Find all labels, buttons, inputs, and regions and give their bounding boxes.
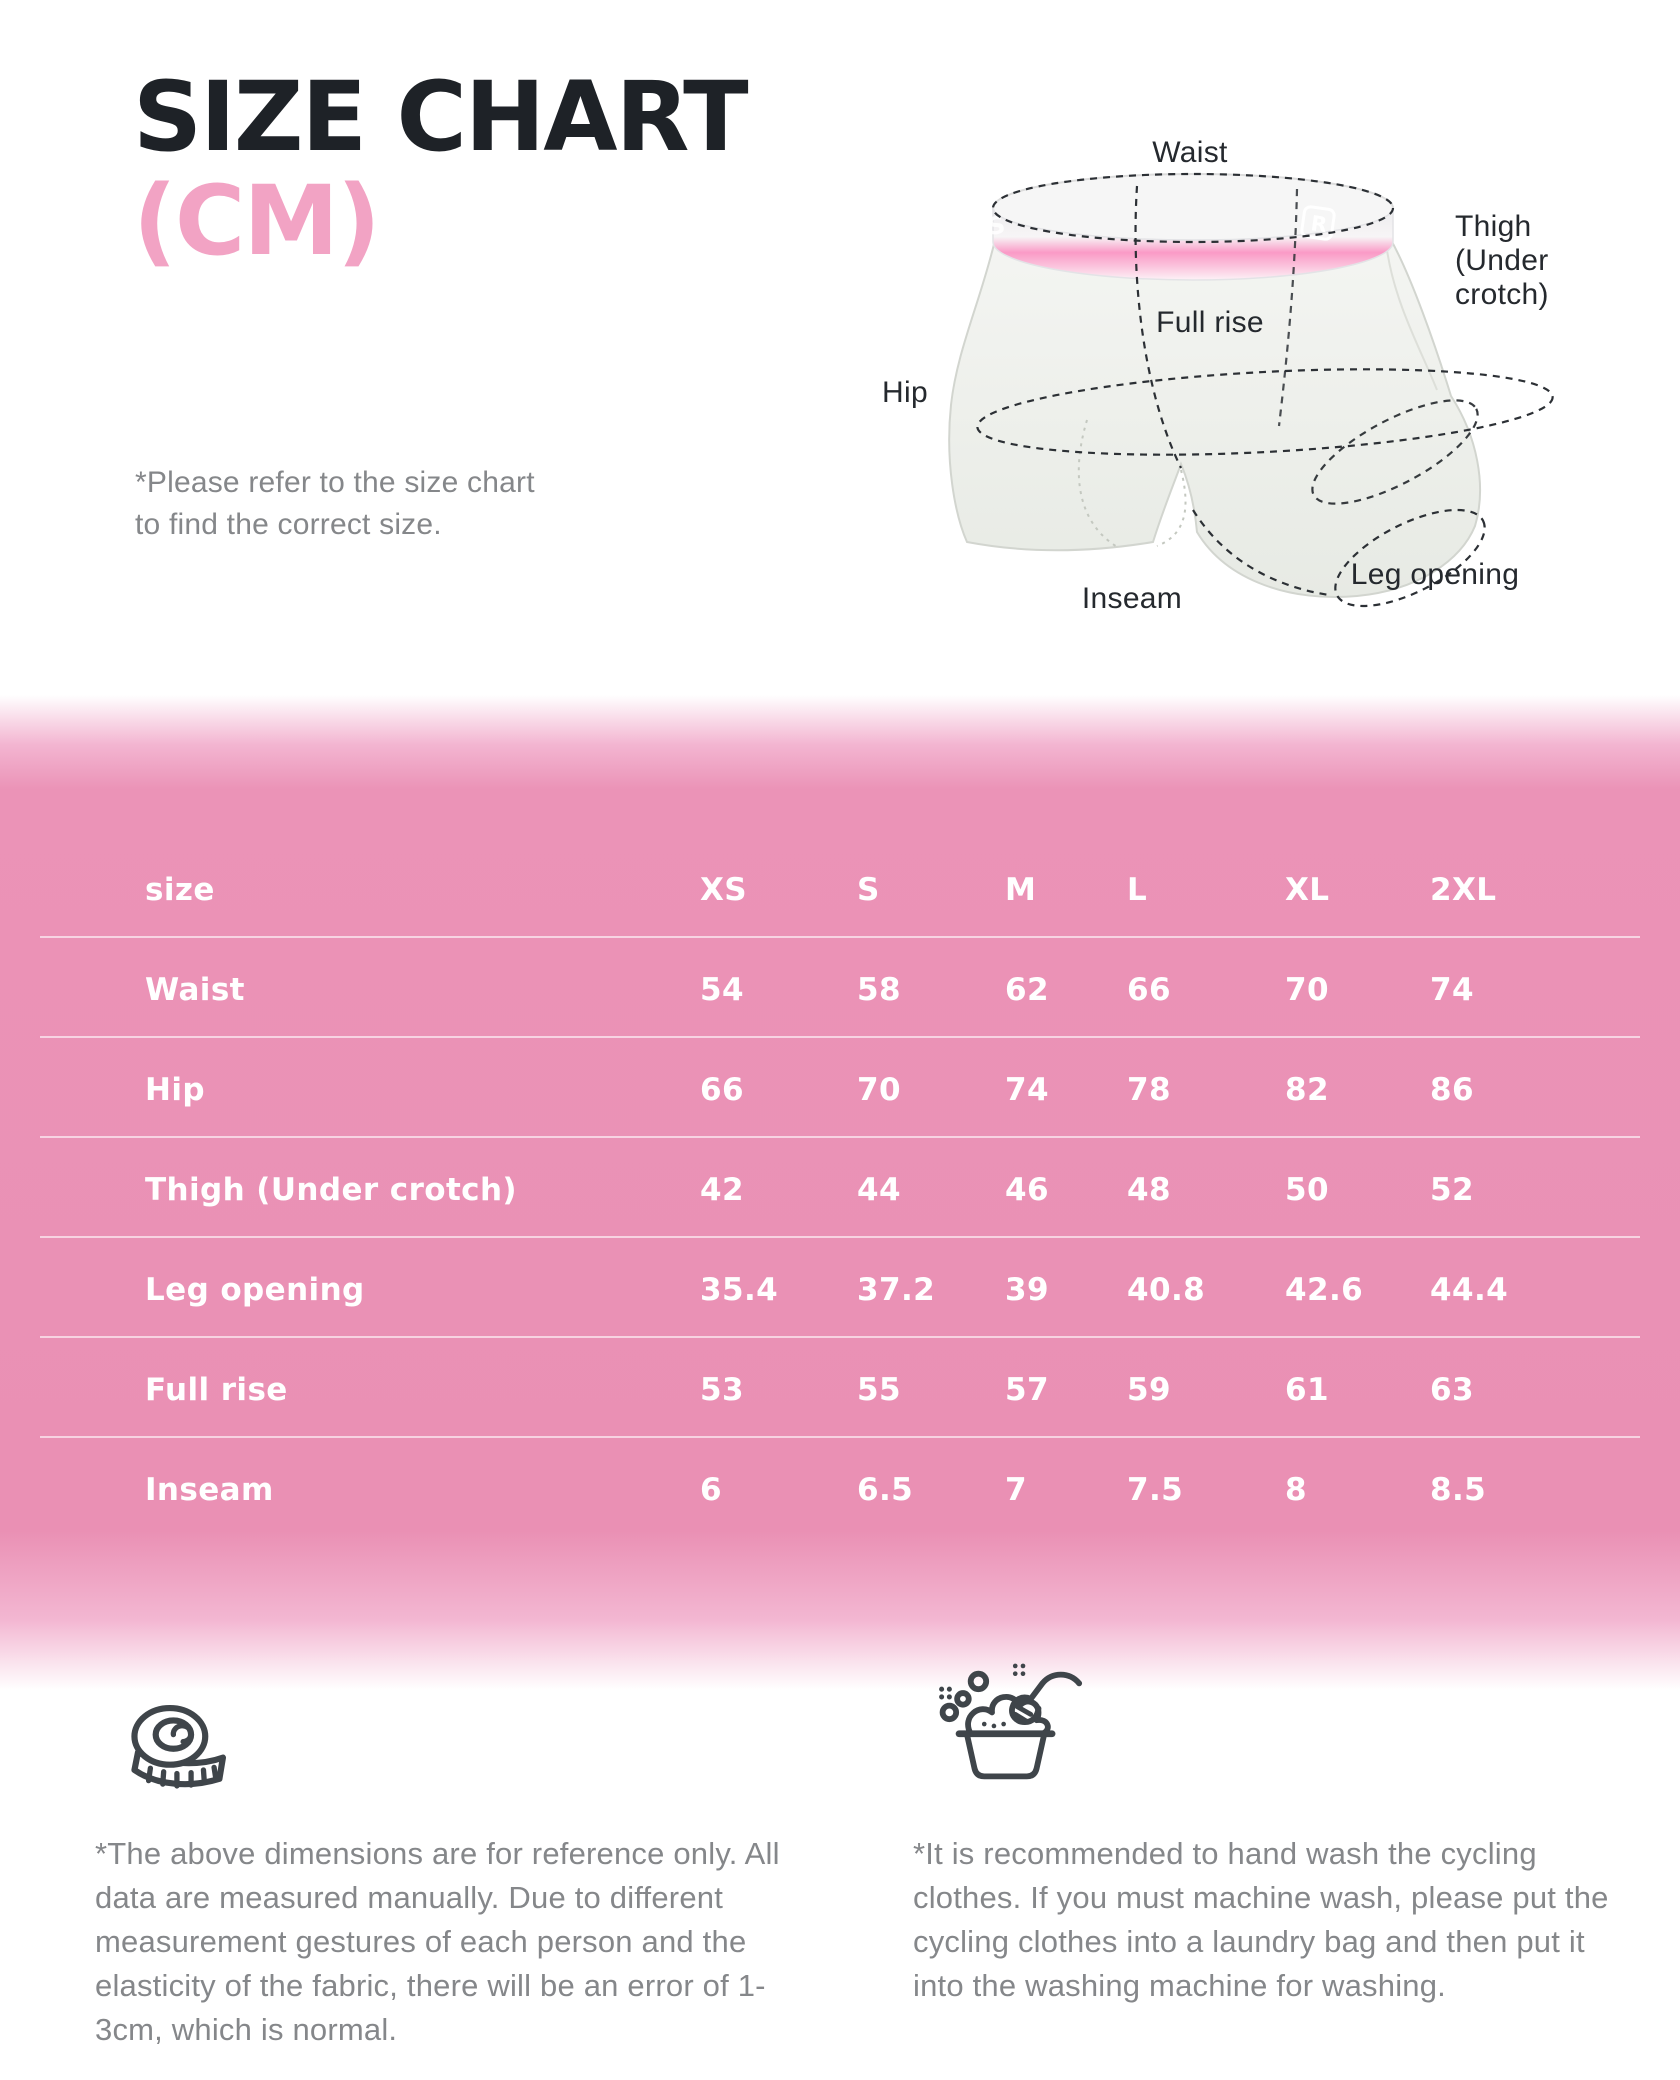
table-cell: 50	[1285, 1172, 1329, 1208]
table-cell: 42	[700, 1172, 744, 1208]
row-divider	[40, 1136, 1640, 1138]
washing-note: *It is recommended to hand wash the cycl…	[913, 1836, 1609, 2004]
table-cell: 59	[1127, 1372, 1171, 1408]
table-cell: 70	[1285, 972, 1329, 1008]
inseam-measure-line	[1192, 509, 1330, 597]
table-cell: 62	[1005, 972, 1049, 1008]
table-cell: 7.5	[1127, 1472, 1184, 1508]
right-leg-seam	[1386, 249, 1438, 391]
waistband-logo: R	[1300, 205, 1336, 241]
header-cell-l: L	[1127, 872, 1148, 908]
table-cell: 40.8	[1127, 1272, 1206, 1308]
full-rise-measure-line-left	[1134, 185, 1182, 469]
waistband	[992, 207, 1394, 281]
table-row-waist: Waist 54 58 62 66 70 74	[145, 940, 1535, 1040]
table-cell: 53	[700, 1372, 744, 1408]
hip-measure-line	[976, 368, 1554, 456]
table-cell: 42.6	[1285, 1272, 1364, 1308]
diagram-label-leg-opening: Leg opening	[1350, 558, 1520, 591]
table-cell: 35.4	[700, 1272, 779, 1308]
diagram-label-hip: Hip	[882, 376, 928, 409]
table-cell: 66	[1127, 972, 1171, 1008]
table-cell: 48	[1127, 1172, 1171, 1208]
table-cell: 82	[1285, 1072, 1329, 1108]
table-row-thigh: Thigh (Under crotch) 42 44 46 48 50 52	[145, 1140, 1535, 1240]
table-cell: 70	[857, 1072, 901, 1108]
table-cell: 86	[1430, 1072, 1474, 1108]
size-table: size XS S M L XL 2XL Waist 54 58 62 66 7…	[145, 840, 1535, 1540]
table-row-leg-opening: Leg opening 35.4 37.2 39 40.8 42.6 44.4	[145, 1240, 1535, 1340]
table-row-hip: Hip 66 70 74 78 82 86	[145, 1040, 1535, 1140]
header-cell-2xl: 2XL	[1430, 872, 1497, 908]
table-cell: 74	[1005, 1072, 1049, 1108]
table-cell: 44	[857, 1172, 901, 1208]
shorts-body	[948, 237, 1481, 598]
table-cell: 63	[1430, 1372, 1474, 1408]
tape-measure-icon	[131, 1704, 227, 1789]
row-label: Leg opening	[145, 1272, 365, 1308]
hand-wash-icon	[939, 1663, 1083, 1780]
row-divider	[40, 1336, 1640, 1338]
table-header-row: size XS S M L XL 2XL	[145, 840, 1535, 940]
header-cell-xs: XS	[700, 872, 748, 908]
table-cell: 52	[1430, 1172, 1474, 1208]
row-divider	[40, 1436, 1640, 1438]
table-cell: 46	[1005, 1172, 1049, 1208]
table-cell: 55	[857, 1372, 901, 1408]
page-title-line1: SIZE CHART	[133, 61, 749, 173]
table-cell: 58	[857, 972, 901, 1008]
full-rise-measure-line-right	[1277, 188, 1299, 427]
header-cell-s: S	[857, 872, 880, 908]
row-label: Inseam	[145, 1472, 274, 1508]
table-cell: 39	[1005, 1272, 1049, 1308]
pad-seam-right	[1156, 469, 1187, 547]
table-cell: 7	[1005, 1472, 1027, 1508]
table-cell: 6	[700, 1472, 722, 1508]
page-title: SIZE CHART (CM)	[133, 61, 749, 277]
row-label: Full rise	[145, 1372, 288, 1408]
thigh-measure-line	[1311, 399, 1479, 505]
waist-measure-line	[991, 172, 1395, 244]
table-cell: 54	[700, 972, 744, 1008]
table-cell: 8	[1285, 1472, 1307, 1508]
diagram-label-waist: Waist	[1152, 136, 1228, 169]
header-cell-xl: XL	[1285, 872, 1330, 908]
table-cell: 44.4	[1430, 1272, 1509, 1308]
row-label: Hip	[145, 1072, 205, 1108]
diagram-label-thigh: Thigh (Under crotch)	[1455, 210, 1549, 312]
size-note: *Please refer to the size chart to find …	[135, 466, 535, 541]
row-divider	[40, 936, 1640, 938]
table-row-inseam: Inseam 6 6.5 7 7.5 8 8.5	[145, 1440, 1535, 1540]
table-cell: 37.2	[857, 1272, 936, 1308]
table-cell: 57	[1005, 1372, 1049, 1408]
table-cell: 74	[1430, 972, 1474, 1008]
page-title-unit: (CM)	[133, 164, 381, 277]
table-cell: 6.5	[857, 1472, 914, 1508]
pad-seam-left	[1077, 419, 1120, 549]
pink-band	[0, 695, 1680, 1690]
measurement-note: *The above dimensions are for reference …	[95, 1836, 780, 2048]
table-row-full-rise: Full rise 53 55 57 59 61 63	[145, 1340, 1535, 1440]
waistband-logo-letter: R	[1309, 211, 1328, 237]
table-cell: 78	[1127, 1072, 1171, 1108]
leg-opening-measure-line	[1334, 508, 1486, 608]
row-divider	[40, 1036, 1640, 1038]
diagram-label-full-rise: Full rise	[1156, 306, 1264, 339]
row-label: Waist	[145, 972, 245, 1008]
row-label: Thigh (Under crotch)	[145, 1172, 517, 1208]
diagram-label-inseam: Inseam	[1081, 582, 1183, 615]
table-cell: 66	[700, 1072, 744, 1108]
header-cell-size: size	[145, 872, 215, 908]
shorts-diagram: ROS R	[947, 172, 1554, 608]
row-divider	[40, 1236, 1640, 1238]
header-cell-m: M	[1005, 872, 1037, 908]
table-cell: 8.5	[1430, 1472, 1487, 1508]
table-cell: 61	[1285, 1372, 1329, 1408]
